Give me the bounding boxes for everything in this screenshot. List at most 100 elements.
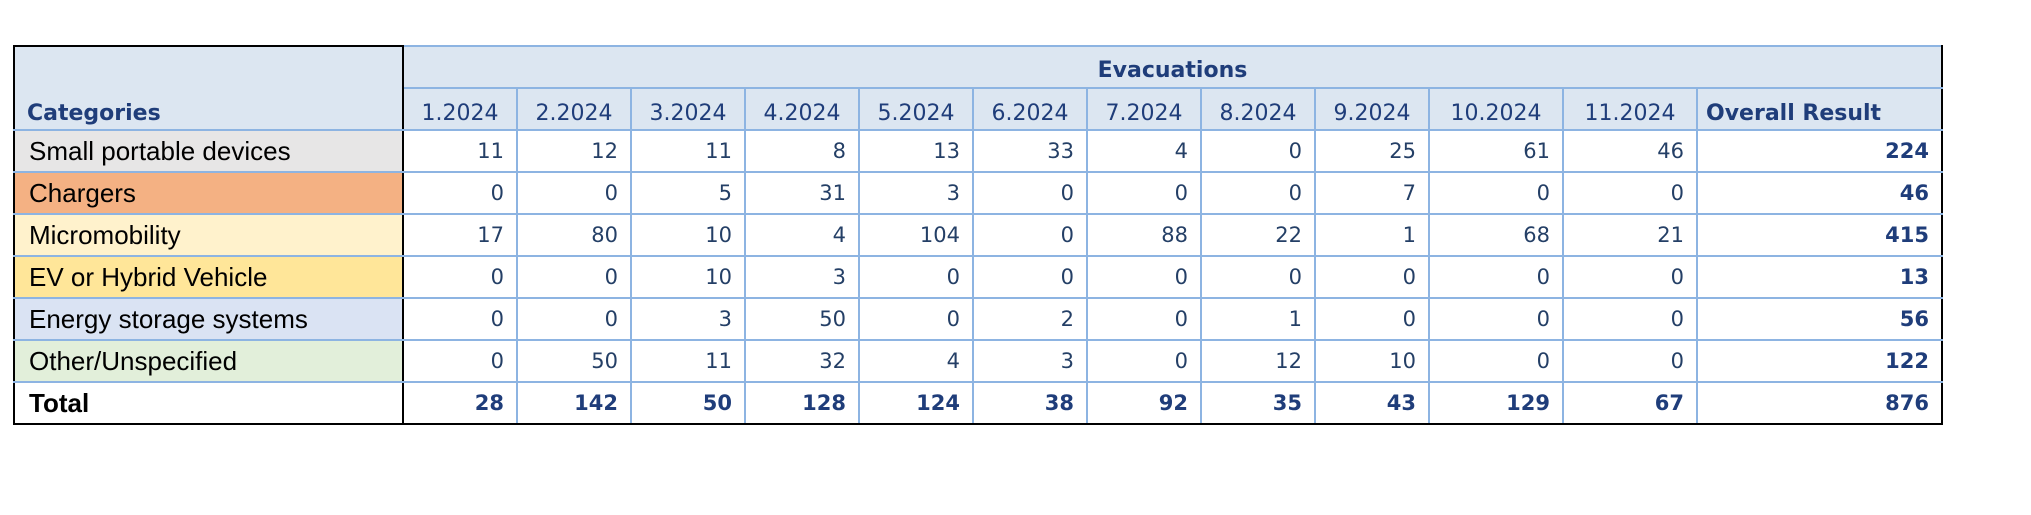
- total-row: Total 28 142 50 128 124 38 92 35 43 129 67 876: [13, 381, 1943, 425]
- cell-value: 13: [933, 139, 960, 163]
- table-cell: 10: [630, 255, 746, 299]
- cell-value: 88: [1161, 223, 1188, 247]
- table-cell: 0: [1314, 297, 1430, 341]
- cell-value: 0: [1060, 181, 1074, 205]
- table-cell: 31: [744, 171, 860, 215]
- overall-result-cell: 224: [1696, 129, 1943, 173]
- table-cell: 8: [744, 129, 860, 173]
- cell-value: 32: [819, 349, 846, 373]
- category-label-text: Small portable devices: [29, 135, 291, 166]
- table-cell: 0: [858, 297, 974, 341]
- cell-value: 3: [946, 181, 960, 205]
- cell-value: 104: [919, 223, 960, 247]
- categories-header: Categories: [13, 45, 404, 131]
- table-cell: 0: [1428, 339, 1564, 383]
- cell-value: 0: [604, 307, 618, 331]
- cell-value: 5: [718, 181, 732, 205]
- table-cell: 11: [402, 129, 518, 173]
- table-cell: 21: [1562, 213, 1698, 257]
- cell-value: 50: [591, 349, 618, 373]
- cell-value: 0: [1288, 181, 1302, 205]
- cell-value: 0: [1060, 223, 1074, 247]
- table-row: EV or Hybrid Vehicle 0 0 10 3 0 0 0 0 0 0 0 13: [13, 255, 1943, 299]
- category-label: Micromobility: [13, 213, 404, 257]
- table-cell: 1: [1200, 297, 1316, 341]
- overall-result-cell: 122: [1696, 339, 1943, 383]
- column-header-4.2024: 4.2024: [744, 87, 860, 131]
- cell-value: 28: [474, 391, 504, 415]
- table-cell: 3: [972, 339, 1088, 383]
- cell-value: 22: [1275, 223, 1302, 247]
- cell-value: 92: [1158, 391, 1188, 415]
- column-header-9.2024: 9.2024: [1314, 87, 1430, 131]
- column-header-text: 8.2024: [1219, 101, 1297, 126]
- cell-value: 11: [477, 139, 504, 163]
- cell-value: 0: [490, 265, 504, 289]
- cell-value: 129: [1506, 391, 1550, 415]
- cell-value: 46: [1657, 139, 1684, 163]
- cell-value: 0: [1288, 139, 1302, 163]
- table-cell: 0: [516, 297, 632, 341]
- cell-value: 0: [946, 265, 960, 289]
- overall-result-cell: 415: [1696, 213, 1943, 257]
- cell-value: 13: [1899, 265, 1929, 289]
- total-cell: 142: [516, 381, 632, 425]
- cell-value: 12: [1275, 349, 1302, 373]
- category-label: EV or Hybrid Vehicle: [13, 255, 404, 299]
- cell-value: 0: [1174, 349, 1188, 373]
- cell-value: 11: [705, 349, 732, 373]
- evacuations-header-text: Evacuations: [1097, 58, 1248, 83]
- column-header-text: 7.2024: [1105, 101, 1183, 126]
- table-row: Micromobility 17 80 10 4 104 0 88 22 1 68 21 415: [13, 213, 1943, 257]
- table-cell: 0: [1200, 255, 1316, 299]
- cell-value: 0: [1536, 265, 1550, 289]
- cell-value: 0: [1536, 307, 1550, 331]
- table-row: Small portable devices 11 12 11 8 13 33 4 0 25 61 4…: [13, 129, 1943, 173]
- cell-value: 128: [802, 391, 846, 415]
- column-header-1.2024: 1.2024: [402, 87, 518, 131]
- table-cell: 0: [1086, 171, 1202, 215]
- cell-value: 224: [1885, 139, 1929, 163]
- cell-value: 21: [1657, 223, 1684, 247]
- cell-value: 17: [477, 223, 504, 247]
- cell-value: 33: [1047, 139, 1074, 163]
- cell-value: 876: [1885, 391, 1929, 415]
- cell-value: 68: [1523, 223, 1550, 247]
- table-cell: 0: [972, 171, 1088, 215]
- table-cell: 2: [972, 297, 1088, 341]
- cell-value: 56: [1899, 307, 1929, 331]
- cell-value: 46: [1899, 181, 1929, 205]
- cell-value: 0: [1060, 265, 1074, 289]
- total-cell: 129: [1428, 381, 1564, 425]
- table-cell: 0: [1428, 171, 1564, 215]
- cell-value: 0: [1174, 307, 1188, 331]
- cell-value: 3: [718, 307, 732, 331]
- header-row-group: Categories Evacuations: [13, 45, 1943, 131]
- table-cell: 1: [1314, 213, 1430, 257]
- category-label: Small portable devices: [13, 129, 404, 173]
- cell-value: 0: [1174, 265, 1188, 289]
- cell-value: 3: [1060, 349, 1074, 373]
- cell-value: 122: [1885, 349, 1929, 373]
- cell-value: 124: [916, 391, 960, 415]
- cell-value: 0: [1670, 349, 1684, 373]
- total-label-text: Total: [29, 387, 90, 418]
- cell-value: 0: [490, 181, 504, 205]
- column-header-text: 4.2024: [763, 101, 841, 126]
- table-row: Chargers 0 0 5 31 3 0 0 0 7 0 0 46: [13, 171, 1943, 215]
- category-label: Chargers: [13, 171, 404, 215]
- table-cell: 0: [1428, 297, 1564, 341]
- cell-value: 10: [705, 223, 732, 247]
- category-label-text: EV or Hybrid Vehicle: [29, 261, 268, 292]
- table-cell: 3: [744, 255, 860, 299]
- category-label: Other/Unspecified: [13, 339, 404, 383]
- evacuations-header: Evacuations: [402, 45, 1943, 89]
- table-cell: 12: [1200, 339, 1316, 383]
- cell-value: 2: [1060, 307, 1074, 331]
- cell-value: 0: [1402, 307, 1416, 331]
- table-cell: 7: [1314, 171, 1430, 215]
- table-cell: 17: [402, 213, 518, 257]
- cell-value: 0: [1288, 265, 1302, 289]
- overall-result-header: Overall Result: [1696, 87, 1943, 131]
- table-cell: 4: [858, 339, 974, 383]
